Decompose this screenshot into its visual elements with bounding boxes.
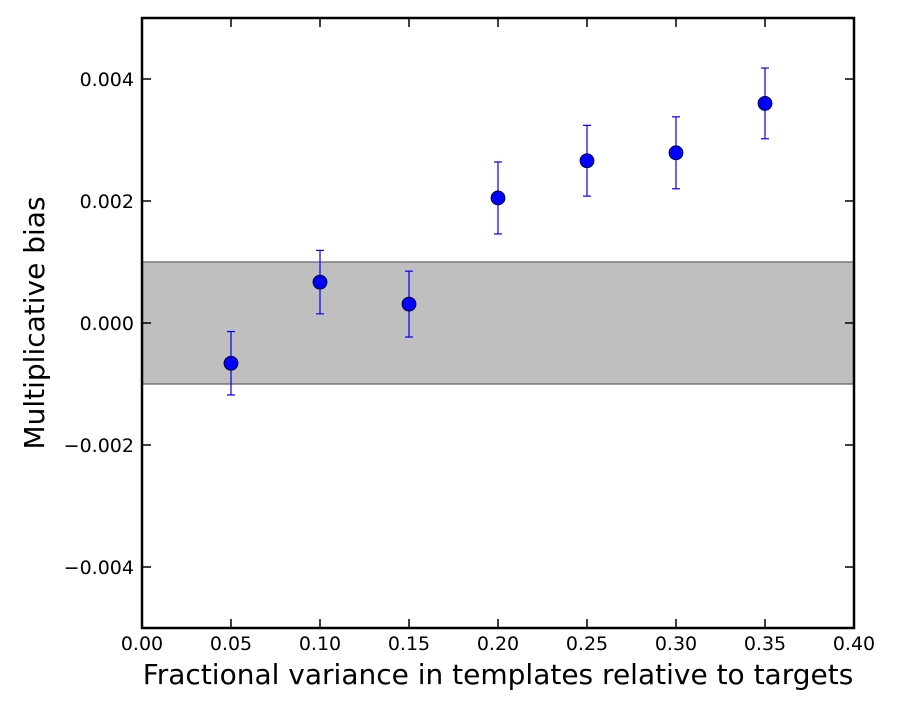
x-tick-label: 0.00 — [121, 633, 163, 655]
y-tick-label: 0.002 — [80, 191, 134, 213]
data-point — [223, 355, 239, 371]
x-tick-label: 0.20 — [477, 633, 519, 655]
data-point — [668, 145, 684, 161]
data-points — [223, 96, 773, 371]
x-axis-label: Fractional variance in templates relativ… — [143, 658, 854, 691]
y-tick-label: 0.000 — [80, 313, 134, 335]
x-tick-label: 0.30 — [655, 633, 697, 655]
data-point — [579, 153, 595, 169]
x-tick-label: 0.10 — [299, 633, 341, 655]
x-tick-label: 0.15 — [388, 633, 430, 655]
data-point — [312, 274, 328, 290]
axis-ticks — [141, 18, 855, 628]
x-tick-label: 0.35 — [744, 633, 786, 655]
y-tick-label: −0.002 — [64, 435, 134, 457]
y-tick-label: 0.004 — [80, 69, 134, 91]
tolerance-band — [142, 261, 854, 385]
data-point — [757, 96, 773, 111]
data-point — [490, 190, 506, 206]
y-tick-labels: −0.004 −0.002 0.000 0.002 0.004 — [64, 69, 134, 579]
x-tick-label: 0.05 — [210, 633, 252, 655]
x-tick-label: 0.25 — [566, 633, 608, 655]
y-tick-label: −0.004 — [64, 557, 134, 579]
data-point — [401, 296, 417, 312]
y-axis-label: Multiplicative bias — [18, 196, 51, 449]
x-tick-label: 0.40 — [833, 633, 875, 655]
x-tick-labels: 0.00 0.05 0.10 0.15 0.20 0.25 0.30 0.35 0.40 — [121, 633, 875, 655]
band-fill — [142, 262, 854, 384]
